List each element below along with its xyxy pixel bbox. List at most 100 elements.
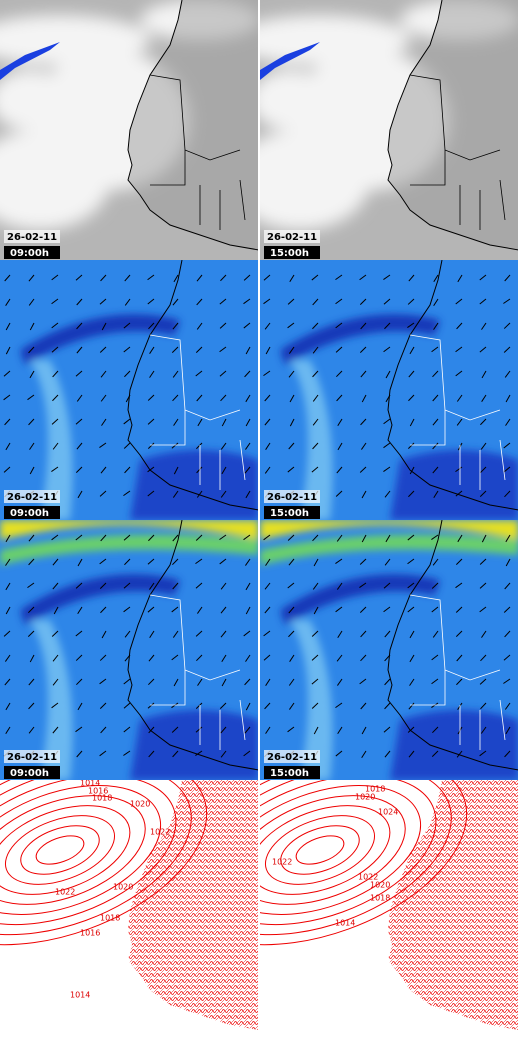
wind-arrow (504, 490, 511, 498)
contour-label: 1014 (80, 779, 100, 788)
land (128, 0, 258, 250)
wind-arrow (265, 726, 271, 734)
time-bg (4, 506, 60, 519)
wind-arrow (221, 678, 227, 687)
wind-arrow (361, 442, 367, 450)
wind-arrow (76, 346, 83, 354)
wind-arrow (504, 750, 511, 758)
wind-arrow (407, 606, 415, 613)
wind-arrow (219, 322, 227, 329)
wind-arrow (124, 558, 131, 566)
wind-arrow (479, 750, 487, 757)
wind-arrow (503, 298, 511, 304)
wind-arrow (51, 630, 59, 637)
wind-arrow (409, 654, 415, 663)
contour-label: 1022 (55, 888, 75, 897)
wind-arrow (383, 726, 391, 733)
isobar (260, 795, 406, 905)
wind-arrow (432, 726, 439, 734)
isobar (0, 780, 192, 936)
wind-arrow (313, 606, 319, 615)
wind-arrow (245, 702, 251, 711)
wind-arrow (312, 298, 319, 306)
wind-arrow (407, 322, 415, 328)
wind-arrow (360, 654, 367, 662)
wind-arrow (359, 346, 367, 353)
wind-arrow (455, 466, 463, 473)
date-label: 26-02-11 (7, 752, 57, 763)
wind-arrow (480, 466, 487, 474)
wind-arrow (408, 702, 415, 710)
wind-arrow (149, 346, 155, 354)
wind-arrow (172, 322, 179, 330)
contour-label: 1022 (358, 873, 378, 882)
wind-arrow (245, 654, 251, 662)
wind-arrow (172, 490, 179, 498)
wind-arrow (505, 726, 511, 735)
contour-label: 1018 (92, 794, 112, 803)
wind-arrow (195, 702, 203, 709)
wind-arrow (220, 490, 227, 498)
coastline (387, 520, 518, 771)
wind-arrow (431, 654, 439, 661)
wind-arrow (147, 558, 155, 565)
wind-arrow (52, 558, 59, 566)
wind-arrow (51, 534, 59, 541)
time-bg (264, 506, 320, 519)
band (390, 450, 518, 520)
wind-arrow (100, 466, 107, 474)
wind-arrow (359, 274, 367, 281)
cloud (0, 70, 70, 130)
contour-label: 1020 (113, 883, 133, 892)
coastline (387, 260, 518, 511)
wind-arrow (101, 630, 107, 639)
wind-arrow (504, 370, 511, 378)
wind-arrow (5, 442, 11, 451)
borders (409, 594, 506, 750)
band (130, 450, 258, 520)
map-panel: 26-02-11 15:00h (260, 260, 518, 520)
wind-arrow (29, 322, 35, 331)
wind-arrow (480, 654, 487, 662)
isobar (295, 835, 345, 865)
wind-arrow (51, 274, 59, 281)
wind-arrow (383, 606, 391, 613)
wind-arrow (336, 654, 343, 662)
wind-arrow (361, 394, 367, 403)
wind-arrow (147, 274, 155, 281)
wind-arrow (221, 466, 227, 475)
wind-arrow (124, 298, 131, 306)
wind-arrow (479, 678, 487, 685)
date-label: 26-02-11 (267, 492, 317, 503)
wind-arrow (504, 274, 511, 282)
wind-arrow (99, 298, 107, 305)
time-label: 15:00h (270, 508, 309, 519)
wind-arrow (123, 418, 131, 425)
wind-arrow (408, 490, 415, 498)
wind-arrow (409, 346, 415, 355)
wind-arrow (100, 726, 107, 734)
isobar (280, 825, 360, 875)
wind-arrow (123, 534, 131, 541)
wind-arrow (480, 442, 487, 450)
wind-arrow (456, 322, 463, 330)
wind-arrow (335, 490, 343, 497)
time-bg (264, 246, 320, 259)
wind-arrow (311, 702, 319, 709)
time-label: 15:00h (270, 768, 309, 779)
band (20, 314, 180, 365)
wind-arrow (123, 490, 131, 497)
wind-arrow (432, 558, 439, 566)
wind-arrow (359, 558, 367, 565)
wind-arrow (148, 678, 155, 686)
wind-arrow (147, 466, 155, 473)
wind-arrow (336, 394, 343, 402)
wind-arrow (76, 298, 83, 306)
wind-arrow (244, 466, 251, 474)
wind-arrow (99, 346, 107, 353)
wind-arrow (219, 346, 227, 353)
wind-arrow (503, 346, 511, 353)
wind-arrow (479, 490, 487, 497)
wind-arrow (504, 702, 511, 710)
wind-arrow (3, 370, 11, 377)
